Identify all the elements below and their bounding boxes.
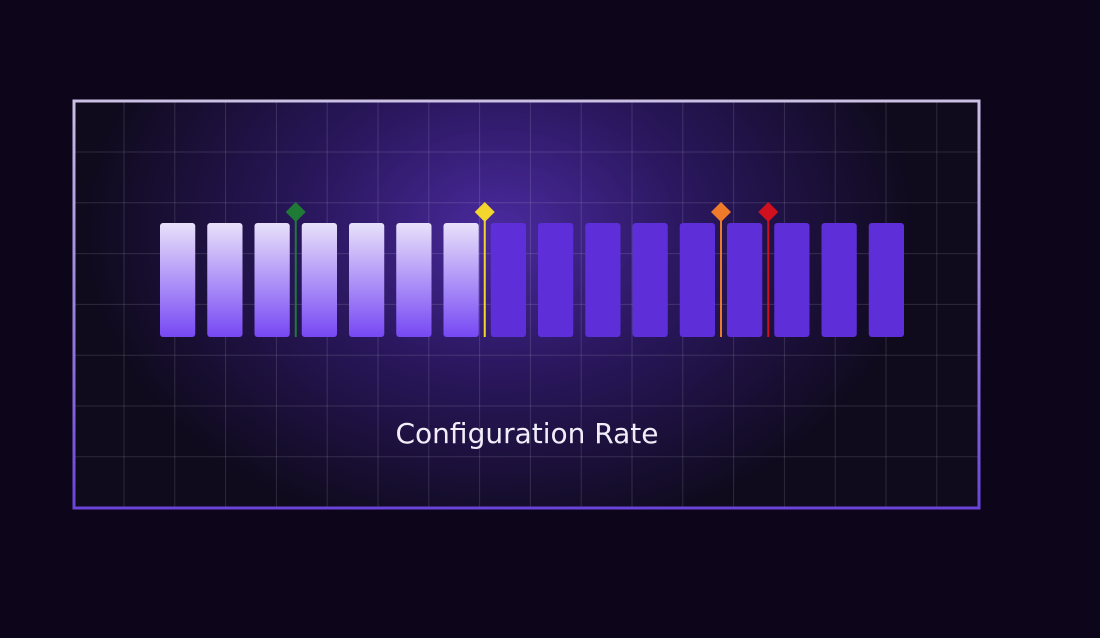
empty-segment bbox=[632, 223, 668, 337]
filled-segment bbox=[301, 223, 337, 337]
empty-segment bbox=[679, 223, 715, 337]
empty-segment bbox=[585, 223, 621, 337]
meter bbox=[160, 202, 904, 337]
empty-segment bbox=[490, 223, 526, 337]
empty-segment bbox=[821, 223, 857, 337]
empty-segment bbox=[868, 223, 904, 337]
marker-diamond bbox=[285, 202, 306, 222]
panel-border bbox=[72, 99, 981, 510]
filled-segment bbox=[396, 223, 432, 337]
marker-diamond bbox=[758, 202, 779, 222]
filled-segment bbox=[160, 223, 196, 337]
marker-diamond bbox=[711, 202, 731, 222]
marker-diamond bbox=[474, 202, 495, 222]
empty-segment bbox=[727, 223, 763, 337]
filled-segment bbox=[254, 223, 290, 337]
empty-segment bbox=[538, 223, 574, 337]
empty-segment bbox=[774, 223, 810, 337]
filled-segment bbox=[443, 223, 479, 337]
meter-label: Configuration Rate bbox=[396, 417, 659, 450]
filled-segment bbox=[349, 223, 385, 337]
filled-segment bbox=[207, 223, 243, 337]
